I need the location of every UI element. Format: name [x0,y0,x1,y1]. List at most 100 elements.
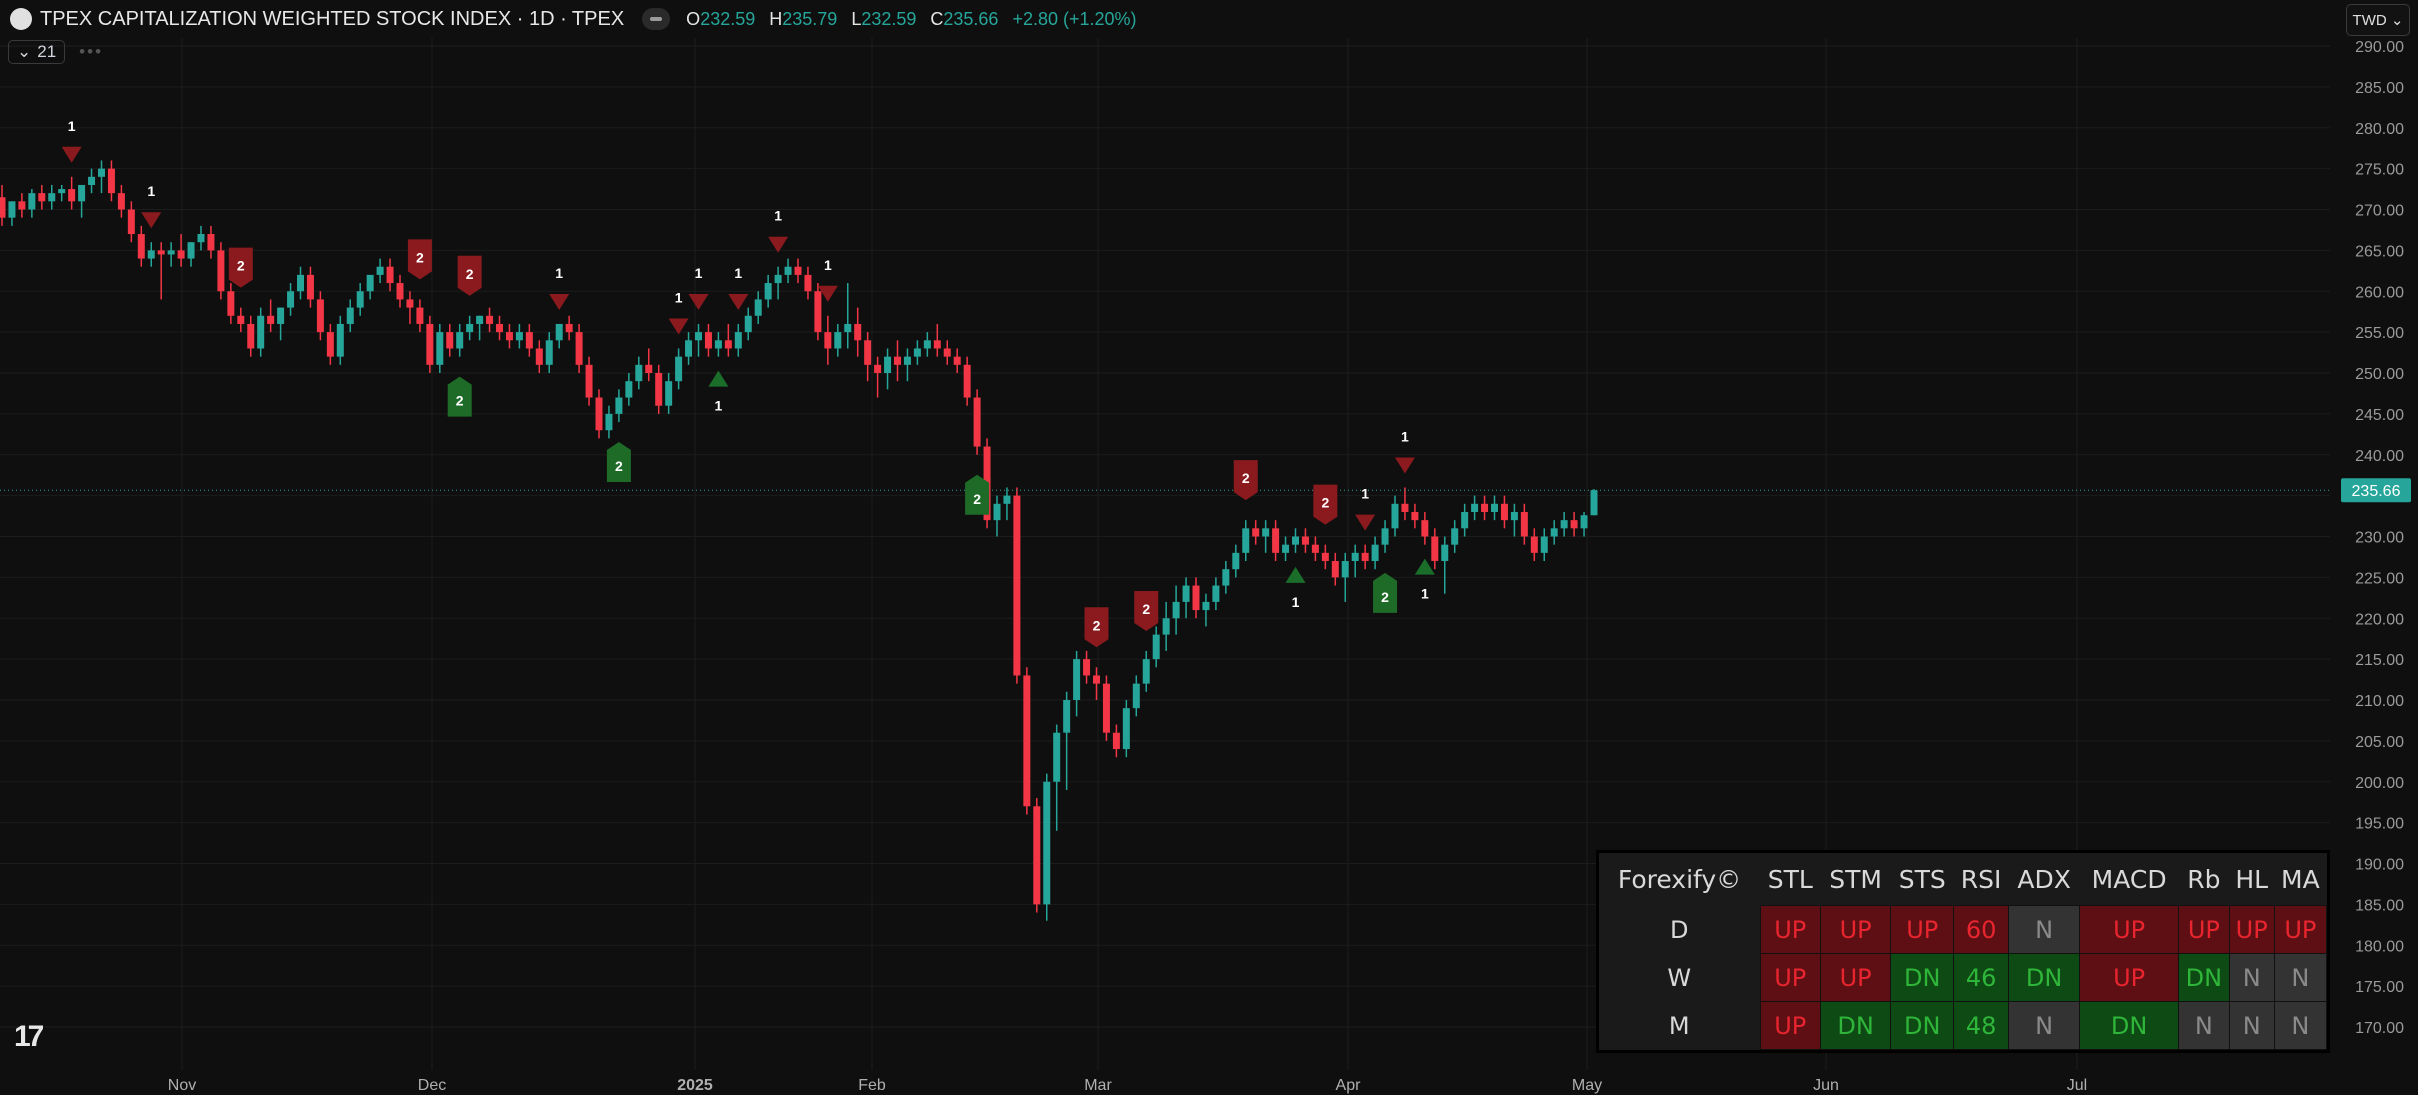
collapse-pill-icon[interactable] [642,8,671,30]
candle-body[interactable] [1222,569,1230,586]
candle-body[interactable] [78,184,86,202]
candle-body[interactable] [356,291,364,308]
candle-body[interactable] [973,397,981,447]
candle-body[interactable] [575,332,583,365]
tradingview-logo-icon[interactable]: 17 [14,1020,44,1053]
candle-body[interactable] [1391,503,1399,529]
candle-body[interactable] [8,201,16,218]
candle-body[interactable] [734,332,742,349]
candle-body[interactable] [1431,536,1439,562]
candle-body[interactable] [704,332,712,349]
candle-body[interactable] [903,356,911,365]
candle-body[interactable] [1192,585,1200,611]
candle-body[interactable] [1381,528,1389,545]
candle-body[interactable] [1073,659,1081,700]
candle-body[interactable] [1212,585,1220,602]
candle-body[interactable] [1112,732,1120,750]
candle-body[interactable] [1570,520,1578,529]
candle-body[interactable] [237,315,245,324]
candle-body[interactable] [1023,675,1031,807]
candle-body[interactable] [1093,675,1100,684]
candle-body[interactable] [1172,601,1180,619]
candle-body[interactable] [1500,503,1508,521]
candle-body[interactable] [1043,781,1051,905]
candle-body[interactable] [28,193,36,210]
candle-body[interactable] [1102,683,1110,733]
candle-body[interactable] [993,503,1001,521]
candle-body[interactable] [1132,683,1140,709]
candle-body[interactable] [38,193,46,202]
candle-body[interactable] [107,168,115,194]
candle-body[interactable] [1311,544,1319,553]
candle-body[interactable] [784,266,792,275]
candle-body[interactable] [1481,503,1489,512]
candle-body[interactable] [1083,659,1091,676]
candle-body[interactable] [336,323,344,357]
candle-body[interactable] [406,299,414,308]
candle-body[interactable] [217,250,225,292]
candle-body[interactable] [167,250,175,255]
candle-body[interactable] [854,323,862,341]
candle-body[interactable] [157,250,165,255]
candle-body[interactable] [1262,528,1270,537]
candle-body[interactable] [426,323,434,365]
candle-body[interactable] [197,234,205,243]
price-axis[interactable] [2330,0,2418,1095]
candle-body[interactable] [297,274,304,292]
candle-body[interactable] [655,373,663,406]
candle-body[interactable] [18,201,26,210]
candle-body[interactable] [1441,544,1449,562]
candle-body[interactable] [814,291,822,333]
candle-body[interactable] [396,283,404,300]
candle-body[interactable] [1122,708,1130,750]
candle-body[interactable] [645,364,653,373]
candle-body[interactable] [326,332,334,357]
candle-body[interactable] [1491,503,1498,512]
candle-body[interactable] [247,323,255,349]
candle-body[interactable] [525,332,533,349]
candle-body[interactable] [366,274,374,292]
candle-body[interactable] [346,307,354,324]
candle-body[interactable] [874,364,882,373]
candle-body[interactable] [794,266,802,275]
candle-body[interactable] [943,348,951,357]
candle-body[interactable] [804,274,812,292]
candle-body[interactable] [635,364,643,382]
candle-body[interactable] [585,364,593,398]
candle-body[interactable] [58,189,66,194]
candle-body[interactable] [744,315,752,333]
candle-body[interactable] [1351,552,1359,562]
candle-body[interactable] [1530,536,1538,553]
candle-body[interactable] [287,291,295,308]
candle-body[interactable] [695,332,702,341]
candle-body[interactable] [177,250,185,259]
candle-body[interactable] [515,332,523,341]
candle-body[interactable] [754,299,762,316]
candle-body[interactable] [953,356,961,365]
candle-body[interactable] [1292,536,1299,545]
candle-body[interactable] [436,332,444,365]
candle-body[interactable] [446,332,454,349]
candle-body[interactable] [127,209,135,235]
candle-body[interactable] [1301,536,1309,545]
candle-body[interactable] [1053,732,1061,782]
candle-body[interactable] [306,274,314,300]
candle-body[interactable] [1411,511,1419,521]
candle-body[interactable] [1510,511,1518,521]
candle-body[interactable] [1590,490,1598,516]
candle-body[interactable] [68,189,76,202]
indicator-toggle[interactable]: ⌄ 21 [8,40,66,64]
candle-body[interactable] [1421,520,1429,537]
candle-body[interactable] [1520,511,1528,537]
candle-body[interactable] [824,332,832,349]
candle-body[interactable] [1580,515,1588,529]
candle-body[interactable] [834,332,842,349]
candle-body[interactable] [1471,503,1479,512]
candle-body[interactable] [555,323,563,341]
candle-body[interactable] [913,348,921,357]
candle-body[interactable] [923,340,931,349]
candle-body[interactable] [1033,806,1041,905]
candle-body[interactable] [456,332,464,349]
candle-body[interactable] [147,250,155,259]
candle-body[interactable] [1560,520,1568,529]
